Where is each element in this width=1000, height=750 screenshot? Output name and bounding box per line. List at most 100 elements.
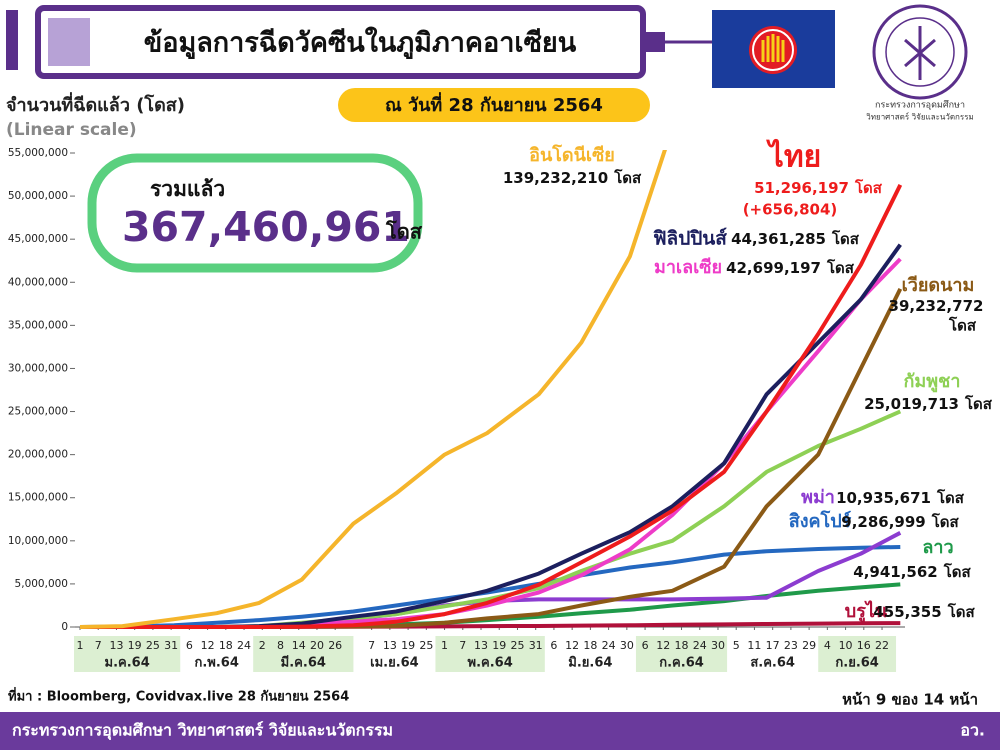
logo-text: กระทรวงการอุดมศึกษา	[875, 100, 965, 111]
y-tick-label: 20,000,000	[8, 449, 68, 461]
unit: โดส	[947, 602, 976, 621]
series-name: กัมพูชา	[904, 371, 961, 393]
x-tick-label: 1	[441, 639, 448, 652]
date-pill	[338, 88, 650, 122]
x-tick-label: 18	[219, 639, 233, 652]
month-band	[435, 636, 545, 672]
ministry-logo	[872, 4, 968, 100]
total-unit: โดส	[385, 220, 423, 244]
asean-flag	[712, 10, 835, 88]
x-tick-label: 2	[259, 639, 266, 652]
y-tick-label: 50,000,000	[8, 190, 68, 202]
x-tick-label: 5	[733, 639, 740, 652]
total-label: รวมแล้ว	[150, 177, 225, 201]
logo-subtext: วิทยาศาสตร์ วิจัยและนวัตกรรม	[866, 112, 974, 122]
source: ที่มา : Bloomberg, Covidvax.live 28 กันย…	[8, 687, 349, 705]
month-label: พ.ค.64	[468, 656, 513, 671]
x-tick-label: 7	[368, 639, 375, 652]
series-name: สิงคโปร์	[789, 510, 852, 532]
unit: โดส	[936, 488, 965, 507]
month-band	[635, 636, 728, 672]
value-label: 51,296,197	[754, 179, 849, 197]
x-tick-label: 6	[186, 639, 193, 652]
month-label: ม.ค.64	[105, 656, 150, 671]
footer-band	[0, 712, 1000, 750]
y-axis-title: จำนวนที่ฉีดแล้ว (โดส)	[6, 92, 185, 116]
month-label: ก.ย.64	[835, 656, 878, 671]
x-tick-label: 12	[656, 639, 670, 652]
ministry-abbr: อว.	[960, 721, 985, 740]
series-name: มาเลเซีย	[654, 257, 722, 278]
month-band	[253, 636, 354, 672]
series-end-label: 44,361,285 โดส	[731, 229, 860, 248]
x-tick-label: 19	[128, 639, 142, 652]
month-label: ส.ค.64	[750, 656, 795, 671]
series-name: ไทย	[766, 139, 821, 175]
series-note: (+656,804)	[743, 201, 838, 219]
series-end-label: 25,019,713 โดส	[864, 394, 993, 413]
value-label: 139,232,210	[503, 169, 608, 187]
series-end-label: 139,232,210 โดส	[503, 168, 642, 187]
x-tick-label: 18	[583, 639, 597, 652]
value-label: 10,935,671	[836, 489, 931, 507]
y-tick-label: 25,000,000	[8, 406, 68, 418]
x-tick-label: 7	[459, 639, 466, 652]
x-tick-label: 31	[164, 639, 178, 652]
series-end-label: 4,941,562 โดส	[853, 562, 971, 581]
series-name: อินโดนีเซีย	[529, 144, 615, 166]
series-name: ฟิลิปปินส์	[653, 228, 727, 250]
x-tick-label: 18	[675, 639, 689, 652]
x-tick-label: 24	[693, 639, 707, 652]
unit: โดส	[948, 316, 977, 335]
x-tick-label: 12	[565, 639, 579, 652]
series-end-label: 455,355 โดส	[873, 602, 975, 621]
series-end-label: 9,286,999 โดส	[841, 512, 959, 531]
x-tick-label: 19	[401, 639, 415, 652]
x-tick-label: 13	[109, 639, 123, 652]
x-tick-label: 20	[310, 639, 324, 652]
series-line	[80, 531, 902, 629]
x-tick-label: 13	[474, 639, 488, 652]
unit: โดส	[613, 168, 642, 187]
x-tick-label: 1	[77, 639, 84, 652]
y-tick-label: 15,000,000	[8, 492, 68, 504]
x-tick-label: 24	[602, 639, 616, 652]
x-tick-label: 14	[292, 639, 306, 652]
x-tick-label: 10	[839, 639, 853, 652]
x-tick-label: 26	[328, 639, 342, 652]
value-label: 455,355	[873, 603, 941, 621]
x-tick-label: 30	[620, 639, 634, 652]
unit: โดส	[964, 394, 993, 413]
x-tick-label: 8	[277, 639, 284, 652]
series-line	[80, 243, 902, 629]
month-band	[818, 636, 897, 672]
value-label: 42,699,197	[726, 259, 821, 277]
y-tick-label: 35,000,000	[8, 319, 68, 331]
ministry: กระทรวงการอุดมศึกษา วิทยาศาสตร์ วิจัยและ…	[12, 721, 393, 741]
y-tick-label: 45,000,000	[8, 233, 68, 245]
series-name: พม่า	[801, 487, 835, 508]
unit: โดส	[826, 258, 855, 277]
series-line	[80, 257, 902, 629]
month-label: มี.ค.64	[281, 655, 326, 671]
total-value: 367,460,961	[122, 203, 410, 251]
x-tick-label: 24	[237, 639, 251, 652]
x-tick-label: 29	[802, 639, 816, 652]
x-tick-label: 22	[875, 639, 889, 652]
x-tick-label: 13	[383, 639, 397, 652]
y-tick-label: 40,000,000	[8, 276, 68, 288]
series-end-label: 42,699,197 โดส	[726, 258, 855, 277]
value-label: 39,232,772	[889, 297, 984, 315]
value-label: 25,019,713	[864, 395, 959, 413]
x-tick-label: 7	[95, 639, 102, 652]
unit: โดส	[831, 229, 860, 248]
series-line	[80, 184, 903, 629]
series-name: ลาว	[922, 537, 953, 558]
x-tick-label: 25	[510, 639, 524, 652]
x-tick-label: 23	[784, 639, 798, 652]
month-label: ก.ค.64	[659, 656, 704, 671]
x-tick-label: 4	[824, 639, 831, 652]
series-line	[80, 288, 903, 629]
scale-note: (Linear scale)	[6, 120, 137, 140]
series-end-label: 39,232,772	[889, 297, 984, 315]
